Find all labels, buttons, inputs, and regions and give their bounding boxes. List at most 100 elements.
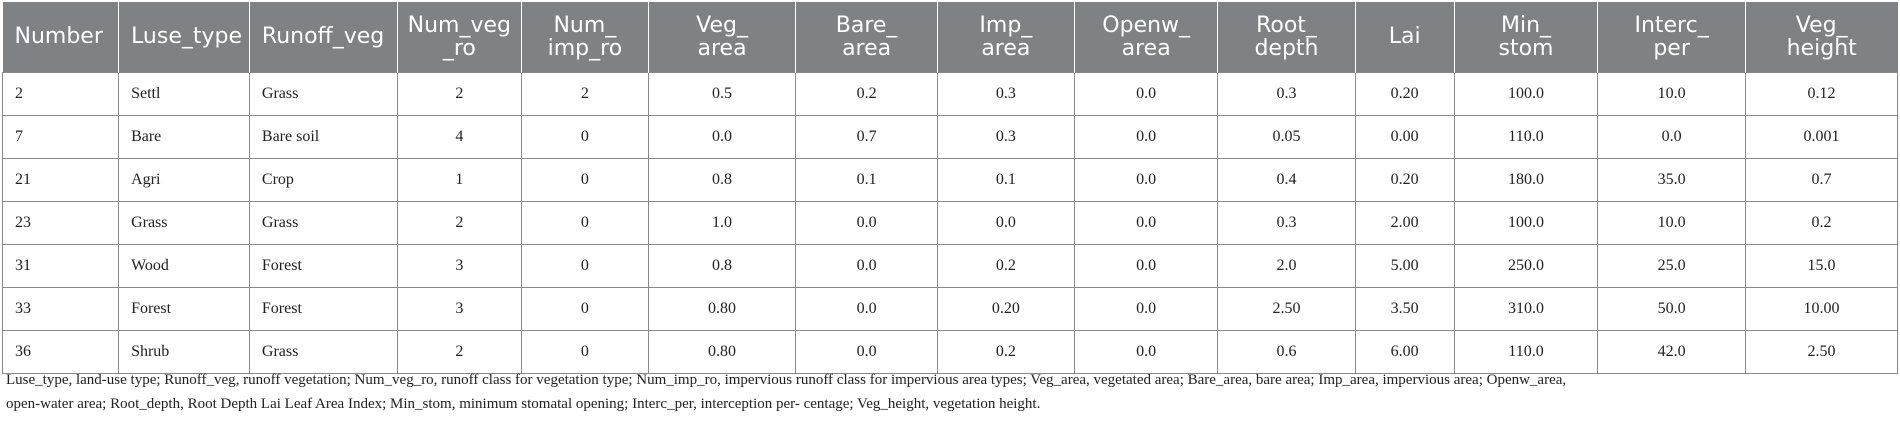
table-cell: 35.0 (1597, 158, 1746, 202)
column-header: Veg_ area (647, 2, 796, 72)
table-cell: 0.0 (795, 330, 938, 374)
column-header: Min_ stom (1453, 2, 1598, 72)
column-header: Veg_ height (1744, 2, 1898, 72)
table-cell: Bare soil (248, 115, 398, 159)
table-cell: 0.00 (1354, 115, 1455, 159)
table-cell: 100.0 (1453, 201, 1599, 245)
table-cell: 0.3 (936, 71, 1075, 116)
table-row: 33 Forest Forest 3 0 0.80 0.0 0.20 0.0 2.50 3.50 31… (1, 287, 1899, 331)
column-header: Num_ imp_ro (521, 2, 649, 72)
table-cell: 1 (396, 158, 523, 202)
table-row: 36 Shrub Grass 2 0 0.80 0.0 0.2 0.0 0.6 6.00 110.0 4… (1, 330, 1899, 374)
footnote-line-1: Luse_type, land-use type; Runoff_veg, ru… (6, 372, 1567, 388)
table-cell: 0.0 (647, 115, 797, 159)
table-cell: 0.20 (1354, 158, 1455, 202)
table-cell: 0.0 (1073, 287, 1219, 331)
table-cell: Agri (118, 158, 250, 202)
table-cell: 0 (521, 244, 649, 288)
table-header-row: Number Luse_type Runoff_veg Num_veg _ro Num_… (2, 2, 1898, 72)
table-cell: 180.0 (1453, 158, 1599, 202)
table-cell: 0.0 (936, 201, 1075, 245)
table-cell: 36 (1, 330, 120, 374)
table-cell: 2.50 (1217, 287, 1356, 331)
table-cell: 0 (521, 330, 649, 374)
table-cell: Crop (248, 158, 398, 202)
table-cell: 5.00 (1354, 244, 1455, 288)
table-cell: 2 (396, 330, 523, 374)
table-cell: 0.0 (1073, 201, 1219, 245)
data-table-container: Number Luse_type Runoff_veg Num_veg _ro Num_… (1, 2, 1899, 374)
table-body: 2 Settl Grass 2 2 0.5 0.2 0.3 0.0 0.3 0.20 100.0 10.… (1, 71, 1899, 374)
table-cell: 0.0 (1073, 158, 1219, 202)
table-footnote: Luse_type, land-use type; Runoff_veg, ru… (6, 368, 1894, 416)
table-cell: 0.1 (936, 158, 1075, 202)
table-cell: Grass (248, 330, 398, 374)
table-cell: 0.8 (647, 158, 797, 202)
table-cell: Grass (118, 201, 250, 245)
table-cell: 310.0 (1453, 287, 1599, 331)
table-cell: Grass (248, 71, 398, 116)
table-cell: 0.001 (1744, 115, 1899, 159)
table-cell: 250.0 (1453, 244, 1599, 288)
table-cell: 0 (521, 201, 649, 245)
table-cell: 0.20 (936, 287, 1075, 331)
table-cell: 0.3 (936, 115, 1075, 159)
table-cell: 110.0 (1453, 330, 1599, 374)
column-header: Interc_ per (1597, 2, 1746, 72)
column-header: Num_veg _ro (396, 2, 522, 72)
table-cell: 10.0 (1597, 201, 1746, 245)
table-cell: 0.0 (795, 244, 938, 288)
table-cell: 2.00 (1354, 201, 1455, 245)
table-cell: 2 (521, 71, 649, 116)
table-cell: 0.12 (1744, 71, 1899, 116)
column-header: Root_ depth (1217, 2, 1356, 72)
table-cell: 0.0 (1073, 115, 1219, 159)
table-cell: 0.1 (795, 158, 938, 202)
table-cell: Forest (248, 244, 398, 288)
table-cell: 2 (396, 71, 523, 116)
table-cell: 0.20 (1354, 71, 1455, 116)
table-cell: 50.0 (1597, 287, 1746, 331)
table-cell: 25.0 (1597, 244, 1746, 288)
land-use-parameter-table: Number Luse_type Runoff_veg Num_veg _ro Num_… (1, 2, 1899, 374)
table-cell: 0.7 (795, 115, 938, 159)
table-cell: 10.00 (1744, 287, 1899, 331)
table-cell: 0.0 (795, 201, 938, 245)
table-cell: 0.8 (647, 244, 797, 288)
table-cell: 0.0 (795, 287, 938, 331)
table-cell: 6.00 (1354, 330, 1455, 374)
table-cell: 0.7 (1744, 158, 1899, 202)
column-header: Luse_type (118, 2, 250, 72)
table-cell: 0.05 (1217, 115, 1356, 159)
table-cell: 0.0 (1597, 115, 1746, 159)
table-cell: 0.2 (1744, 201, 1899, 245)
table-row: 23 Grass Grass 2 0 1.0 0.0 0.0 0.0 0.3 2.00 100.0 10… (1, 201, 1899, 245)
table-cell: 1.0 (647, 201, 797, 245)
table-cell: Grass (248, 201, 398, 245)
table-cell: 3.50 (1354, 287, 1455, 331)
table-cell: 15.0 (1744, 244, 1899, 288)
table-row: 31 Wood Forest 3 0 0.8 0.0 0.2 0.0 2.0 5.00 250.0 25… (1, 244, 1899, 288)
table-cell: 2 (1, 71, 120, 116)
table-cell: 10.0 (1597, 71, 1746, 116)
table-cell: Settl (118, 71, 250, 116)
column-header: Imp_ area (936, 2, 1075, 72)
table-cell: 0.2 (795, 71, 938, 116)
table-cell: Forest (248, 287, 398, 331)
table-cell: 0.0 (1073, 71, 1219, 116)
table-cell: 0.0 (1073, 330, 1219, 374)
table-cell: 3 (396, 287, 523, 331)
table-cell: 42.0 (1597, 330, 1746, 374)
table-cell: Shrub (118, 330, 250, 374)
table-cell: 0.80 (647, 287, 797, 331)
table-cell: 0.80 (647, 330, 797, 374)
table-cell: 31 (1, 244, 120, 288)
table-cell: Forest (118, 287, 250, 331)
table-cell: 2.50 (1744, 330, 1899, 374)
table-cell: Wood (118, 244, 250, 288)
table-cell: 0.2 (936, 244, 1075, 288)
table-cell: 0.5 (647, 71, 797, 116)
table-cell: 0.6 (1217, 330, 1356, 374)
table-cell: 33 (1, 287, 120, 331)
column-header: Number (2, 2, 119, 72)
